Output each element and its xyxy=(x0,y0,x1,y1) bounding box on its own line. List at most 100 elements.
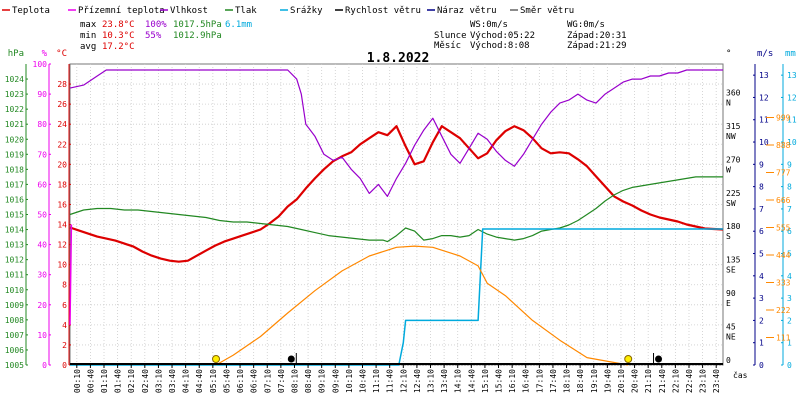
temp-axis-tick-label: 12 xyxy=(57,241,67,250)
legend: Teplota Přízemní teplota Vlhkost Tlak Srážky… xyxy=(2,6,574,16)
dir-axis-tick-label: 0 xyxy=(726,356,731,365)
dir-axis-tick-label: 45 xyxy=(726,323,736,332)
series-vlhkost xyxy=(69,69,723,197)
x-tick-label: 22:10 xyxy=(671,369,680,393)
mm-axis-tick-label: 0 xyxy=(787,361,792,370)
sun-axis-tick-label: 222 xyxy=(776,306,791,315)
mesic-label: Měsíc xyxy=(434,41,461,51)
series-slunce xyxy=(215,245,629,366)
x-tick-label: 17:10 xyxy=(535,369,544,393)
dir-axis-tick-label: 360 xyxy=(726,88,741,97)
dir-axis-dir-label: E xyxy=(726,299,731,308)
x-tick-label: 07:40 xyxy=(277,369,286,393)
x-tick-label: 15:10 xyxy=(481,369,490,393)
x-tick-label: 01:40 xyxy=(114,369,123,393)
hpa-axis-tick-label: 1023 xyxy=(5,90,24,99)
hpa-axis-tick-label: 1020 xyxy=(5,135,24,144)
x-tick-label: 02:40 xyxy=(141,369,150,393)
mm-axis-tick-label: 4 xyxy=(787,272,792,281)
sun-axis-tick-label: 333 xyxy=(776,279,791,288)
hpa-axis-tick-label: 1010 xyxy=(5,286,24,295)
wg-value: WG:0m/s xyxy=(567,20,605,30)
hpa-axis-tick-label: 1007 xyxy=(5,331,24,340)
temp-axis-tick-label: 4 xyxy=(62,321,67,330)
x-tick-label: 05:40 xyxy=(222,369,231,393)
dir-axis-dir-label: NW xyxy=(726,132,736,141)
pct-axis-tick-label: 30 xyxy=(37,271,47,280)
stats-panel: max 23.8°C 100% 1017.5hPa 6.1mm min 10.3… xyxy=(80,20,252,52)
axes: hPa1005100610071008100910101011101210131… xyxy=(5,49,797,370)
temp-axis-tick-label: 20 xyxy=(57,160,67,169)
pct-axis-tick-label: 90 xyxy=(37,90,47,99)
mm-axis-tick-label: 9 xyxy=(787,160,792,169)
x-tick-label: 22:40 xyxy=(685,369,694,393)
mm-axis-tick-label: 13 xyxy=(787,71,797,80)
x-tick-label: 00:10 xyxy=(73,369,82,393)
pct-axis-tick-label: 60 xyxy=(37,180,47,189)
hpa-axis-tick-label: 1006 xyxy=(5,346,24,355)
x-tick-label: 06:40 xyxy=(250,369,259,393)
dir-axis-dir-label: W xyxy=(726,165,731,174)
mesic-rise: Východ:8:08 xyxy=(470,41,530,51)
x-tick-label: 11:10 xyxy=(372,369,381,393)
x-tick-label: 00:40 xyxy=(86,369,95,393)
series-layer xyxy=(69,69,724,366)
x-tick-label: 15:40 xyxy=(495,369,504,393)
hpa-axis-tick-label: 1015 xyxy=(5,211,24,220)
markers-layer xyxy=(212,353,663,363)
hpa-axis-tick-label: 1009 xyxy=(5,301,24,310)
pct-axis-title: % xyxy=(42,49,48,59)
x-tick-label: 04:40 xyxy=(195,369,204,393)
sunset-icon xyxy=(624,355,633,363)
ms-axis-tick-label: 13 xyxy=(759,71,769,80)
mm-axis-tick-label: 12 xyxy=(787,93,797,102)
x-tick-label: 13:40 xyxy=(440,369,449,393)
dir-axis-tick-label: 315 xyxy=(726,122,741,131)
slunce-rise: Východ:05:22 xyxy=(470,31,535,41)
legend-label: Rychlost větru xyxy=(345,6,421,16)
x-tick-label: 18:40 xyxy=(576,369,585,393)
x-tick-label: 03:10 xyxy=(154,369,163,393)
hpa-axis-tick-label: 1017 xyxy=(5,180,24,189)
hpa-axis-title: hPa xyxy=(8,49,24,59)
legend-label: Teplota xyxy=(12,6,50,16)
stat-min-temp: 10.3°C xyxy=(102,31,135,41)
ms-axis-tick-label: 2 xyxy=(759,316,764,325)
x-tick-label: 08:10 xyxy=(290,369,299,393)
ms-axis-tick-label: 5 xyxy=(759,250,764,259)
x-tick-label: 09:40 xyxy=(331,369,340,393)
dir-axis-tick-label: 180 xyxy=(726,222,741,231)
sunrise-icon xyxy=(212,355,221,363)
stat-min-hum: 55% xyxy=(145,31,162,41)
temp-axis-tick-label: 18 xyxy=(57,180,67,189)
x-axis-ticks: 00:10 00:40 01:10 01:40 02:10 02:40 03:10 03:40… xyxy=(73,365,748,393)
mm-axis-tick-label: 10 xyxy=(787,138,797,147)
stat-min-pres: 1012.9hPa xyxy=(173,31,222,41)
temp-axis-tick-label: 26 xyxy=(57,100,67,109)
temp-axis-tick-label: 8 xyxy=(62,281,67,290)
x-tick-label: 14:40 xyxy=(467,369,476,393)
x-tick-label: 17:40 xyxy=(549,369,558,393)
dir-axis-tick-label: 270 xyxy=(726,155,741,164)
hpa-axis-tick-label: 1016 xyxy=(5,195,24,204)
stat-avg-temp: 17.2°C xyxy=(102,42,135,52)
sun-axis-tick-label: 444 xyxy=(776,251,791,260)
x-tick-label: 01:10 xyxy=(100,369,109,393)
mm-axis-tick-label: 11 xyxy=(787,116,797,125)
dir-axis-tick-label: 135 xyxy=(726,256,741,265)
moonset-icon xyxy=(655,355,663,363)
slunce-set: Západ:20:31 xyxy=(567,31,627,41)
stat-max-label: max xyxy=(80,20,97,30)
ms-axis-tick-label: 8 xyxy=(759,183,764,192)
grid xyxy=(69,63,724,366)
ms-axis-tick-label: 1 xyxy=(759,339,764,348)
sun-axis-tick-label: 777 xyxy=(776,169,791,178)
hpa-axis-tick-label: 1011 xyxy=(5,271,24,280)
dir-axis-tick-label: 225 xyxy=(726,189,741,198)
x-tick-label: 08:40 xyxy=(304,369,313,393)
ms-axis-tick-label: 11 xyxy=(759,116,769,125)
ms-axis-tick-label: 0 xyxy=(759,361,764,370)
ms-axis-tick-label: 4 xyxy=(759,272,764,281)
temp-axis-tick-label: 10 xyxy=(57,261,67,270)
x-tick-label: 20:40 xyxy=(631,369,640,393)
